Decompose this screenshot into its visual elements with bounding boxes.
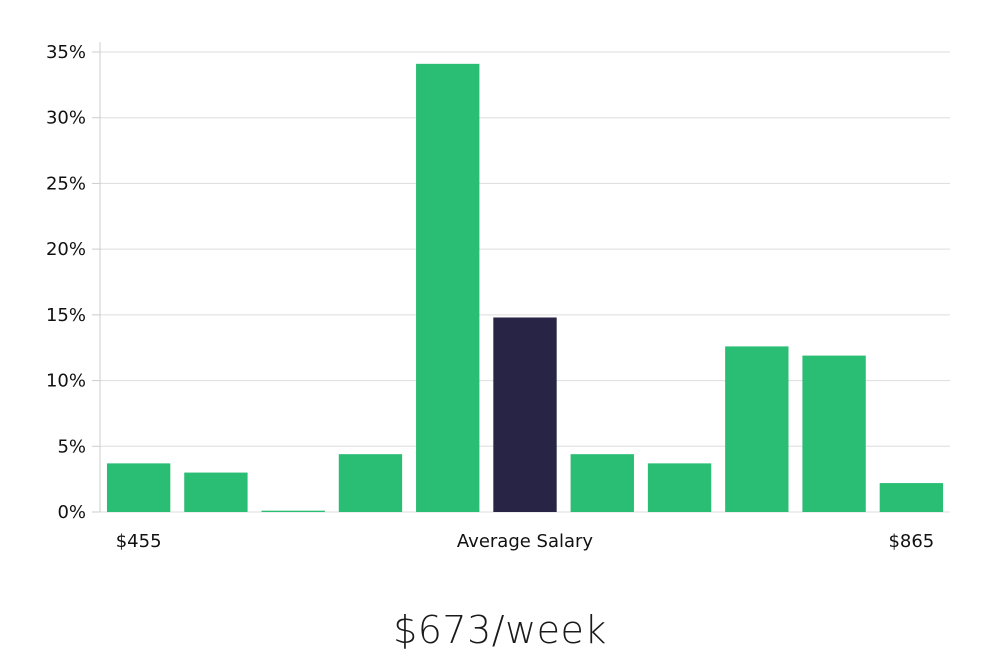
bar — [879, 483, 944, 512]
y-tick-label: 30% — [46, 108, 86, 129]
bar — [106, 463, 171, 512]
y-tick-label: 5% — [57, 436, 86, 457]
bar — [261, 510, 325, 512]
x-category-label: Average Salary — [457, 531, 594, 552]
bar — [416, 63, 480, 512]
bar-highlight — [493, 317, 557, 512]
y-tick-label: 10% — [46, 371, 86, 392]
bars — [106, 63, 944, 512]
bar — [725, 346, 789, 512]
bar — [184, 472, 248, 512]
y-tick-label: 25% — [46, 173, 86, 194]
bar — [570, 454, 634, 512]
y-tick-label: 0% — [57, 502, 86, 523]
bar — [802, 355, 866, 512]
y-tick-label: 35% — [46, 42, 86, 63]
x-category-label: $865 — [888, 531, 934, 552]
salary-distribution-chart: 0% 5% 10% 15% 20% 25% 30% 35% $455 Average Salar… — [46, 42, 950, 552]
x-category-label: $455 — [116, 531, 162, 552]
bar — [338, 454, 403, 512]
y-tick-label: 15% — [46, 305, 86, 326]
y-tick-label: 20% — [46, 239, 86, 260]
bar — [647, 463, 712, 512]
y-axis-tick-labels: 0% 5% 10% 15% 20% 25% 30% 35% — [46, 42, 86, 523]
average-salary-headline: $673/week — [393, 608, 607, 652]
x-axis-labels: $455 Average Salary $865 — [116, 531, 935, 552]
